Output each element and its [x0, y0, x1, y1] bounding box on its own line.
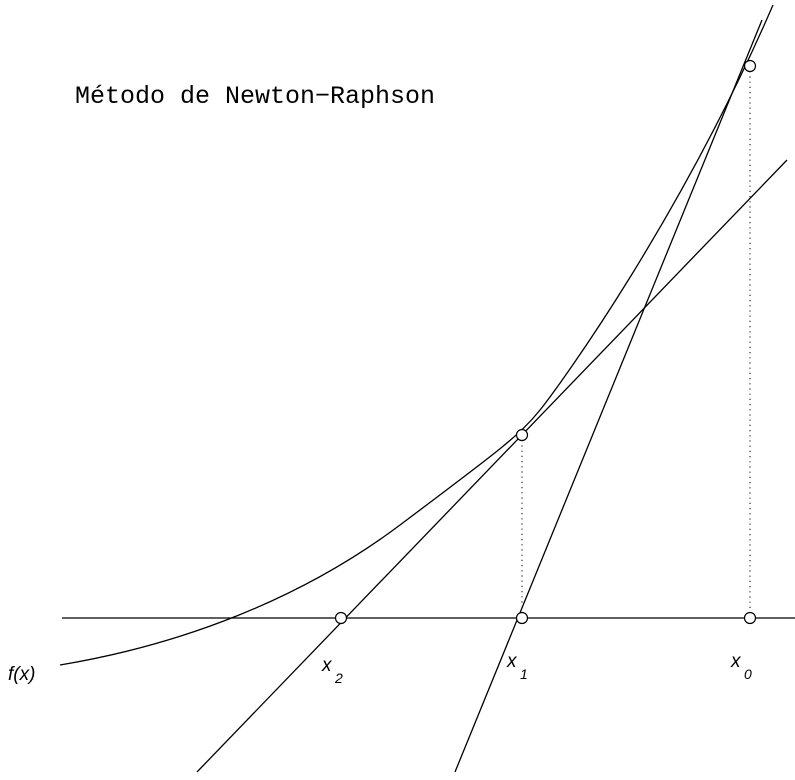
label-x2-base: x [321, 655, 333, 676]
axis-point-x2 [334, 611, 348, 625]
label-x2: x 2 [321, 655, 343, 686]
label-x0-sub: 0 [744, 666, 752, 682]
label-x0: x 0 [730, 651, 752, 682]
label-x0-base: x [730, 651, 742, 672]
label-x1-base: x [506, 651, 518, 672]
diagram-title: Método de Newton−Raphson [75, 82, 435, 111]
curve-point-x0 [743, 59, 757, 73]
curve-label: f(x) [8, 664, 35, 685]
axis-point-x0 [743, 611, 757, 625]
tangent-line-x1 [196, 159, 788, 773]
curve-point-x1 [515, 428, 529, 442]
tangent-line-x0 [454, 19, 763, 773]
function-curve [59, 4, 774, 666]
label-x2-sub: 2 [334, 670, 343, 686]
label-x1: x 1 [506, 651, 528, 682]
axis-point-x1 [515, 611, 529, 625]
label-x1-sub: 1 [520, 666, 528, 682]
